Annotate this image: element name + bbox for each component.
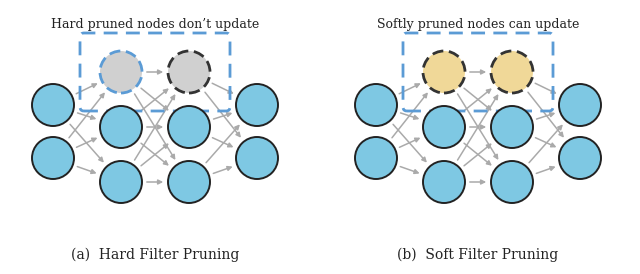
Ellipse shape	[423, 106, 465, 148]
Ellipse shape	[32, 84, 74, 126]
Ellipse shape	[100, 51, 142, 93]
Ellipse shape	[236, 84, 278, 126]
Ellipse shape	[491, 161, 533, 203]
Ellipse shape	[559, 137, 601, 179]
Ellipse shape	[559, 84, 601, 126]
Ellipse shape	[100, 161, 142, 203]
Ellipse shape	[355, 84, 397, 126]
Ellipse shape	[100, 106, 142, 148]
Ellipse shape	[168, 161, 210, 203]
Text: (b)  Soft Filter Pruning: (b) Soft Filter Pruning	[397, 248, 559, 262]
Ellipse shape	[32, 137, 74, 179]
Ellipse shape	[423, 51, 465, 93]
Ellipse shape	[355, 137, 397, 179]
Text: Hard pruned nodes don’t update: Hard pruned nodes don’t update	[51, 18, 259, 31]
Text: (a)  Hard Filter Pruning: (a) Hard Filter Pruning	[71, 248, 239, 262]
Ellipse shape	[491, 51, 533, 93]
Ellipse shape	[491, 106, 533, 148]
Ellipse shape	[168, 51, 210, 93]
Ellipse shape	[236, 137, 278, 179]
Ellipse shape	[423, 161, 465, 203]
Text: Softly pruned nodes can update: Softly pruned nodes can update	[377, 18, 579, 31]
Ellipse shape	[168, 106, 210, 148]
